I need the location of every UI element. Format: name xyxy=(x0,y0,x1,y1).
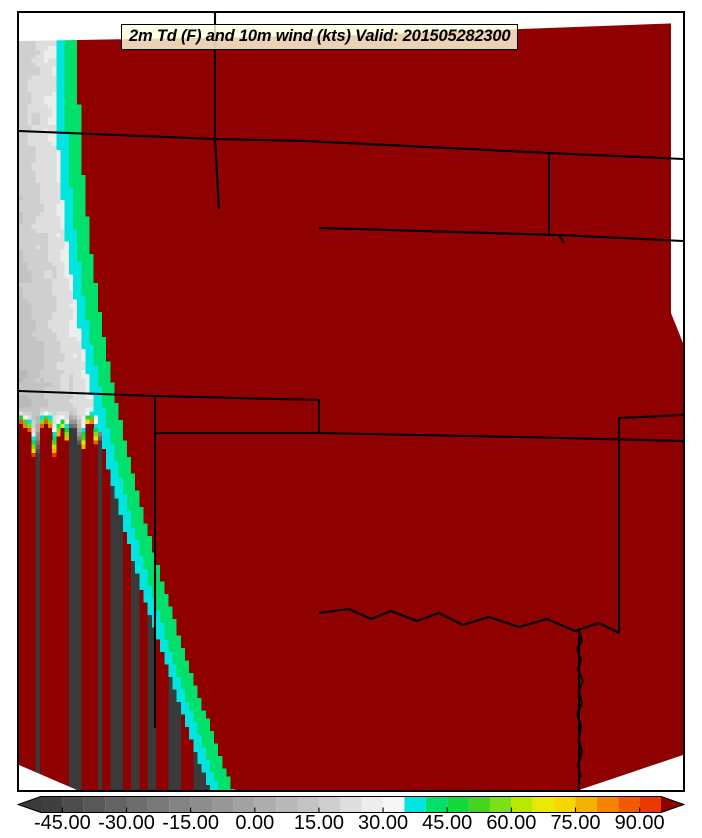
dewpoint-color-fill xyxy=(19,13,683,790)
state-boundaries-layer xyxy=(19,13,683,790)
dewpoint-heatmap xyxy=(19,13,683,790)
colorbar-gradient xyxy=(17,796,685,813)
colorbar-tick-label: -45.00 xyxy=(34,812,91,834)
colorbar-bands xyxy=(17,796,685,813)
colorbar-tick-label: 90.00 xyxy=(614,812,665,834)
colorbar-tick-label: 30.00 xyxy=(358,812,409,834)
colorbar-tick-label: 45.00 xyxy=(422,812,473,834)
colorbar-tick-label: 60.00 xyxy=(486,812,537,834)
colorbar: -45.00 -30.00 -15.00 0.00 15.00 30.00 45.00 60.… xyxy=(17,796,685,838)
map-title-label: 2m Td (F) and 10m wind (kts) Valid: 2015… xyxy=(121,24,519,51)
colorbar-tick-labels: -45.00 -30.00 -15.00 0.00 15.00 30.00 45.00 60.… xyxy=(17,813,685,837)
colorbar-tick-label: 15.00 xyxy=(293,812,344,834)
colorbar-outline xyxy=(17,796,685,813)
colorbar-tick-label: 0.00 xyxy=(235,812,275,834)
colorbar-tick-label: 75.00 xyxy=(550,812,601,834)
colorbar-tick-label: -15.00 xyxy=(162,812,219,834)
map-panel xyxy=(17,11,685,792)
colorbar-tick-label: -30.00 xyxy=(98,812,155,834)
